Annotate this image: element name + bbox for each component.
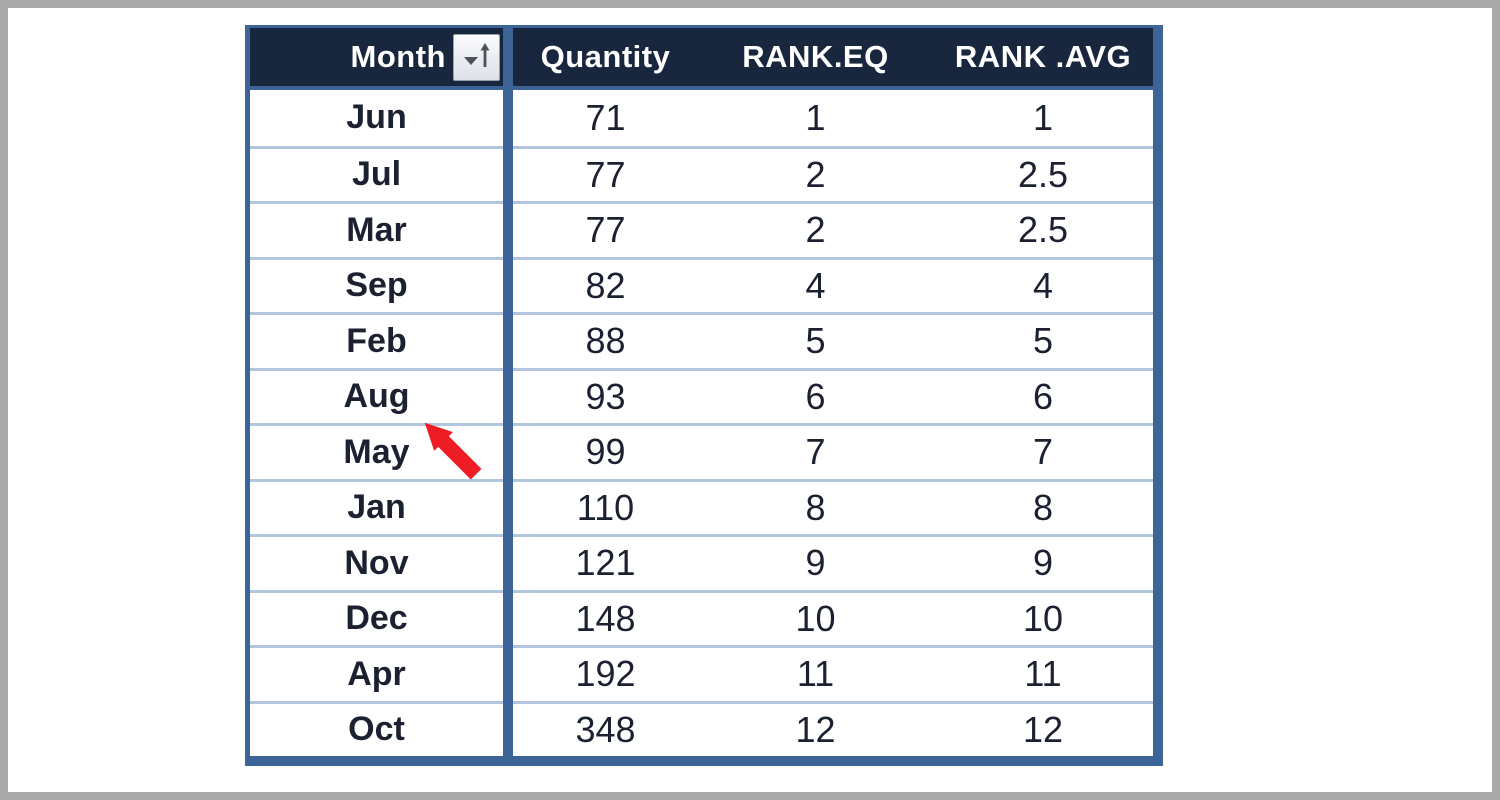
header-cell-month[interactable]: Month xyxy=(250,28,503,86)
filter-sort-button[interactable] xyxy=(453,33,500,81)
column-divider xyxy=(503,589,513,645)
rank-avg-cell[interactable]: 5 xyxy=(933,312,1153,368)
month-cell[interactable]: Jul xyxy=(250,145,503,201)
column-divider xyxy=(503,700,513,756)
rank-eq-cell[interactable]: 12 xyxy=(698,700,933,756)
red-annotation-arrow xyxy=(424,422,482,480)
rank-eq-cell[interactable]: 1 xyxy=(698,90,933,146)
month-cell[interactable]: Oct xyxy=(250,700,503,756)
rank-avg-cell[interactable]: 6 xyxy=(933,367,1153,423)
quantity-cell[interactable]: 192 xyxy=(513,645,698,701)
month-cell[interactable]: Dec xyxy=(250,589,503,645)
column-divider xyxy=(503,145,513,201)
table-row: Mar 77 2 2.5 xyxy=(250,201,1153,257)
rank-eq-cell[interactable]: 11 xyxy=(698,645,933,701)
rank-avg-cell[interactable]: 4 xyxy=(933,256,1153,312)
column-divider xyxy=(503,256,513,312)
rank-avg-cell[interactable]: 7 xyxy=(933,423,1153,479)
column-divider xyxy=(503,478,513,534)
quantity-cell[interactable]: 348 xyxy=(513,700,698,756)
ranking-table: Month Quantity RANK.EQ RANK .AVG Jun 71 … xyxy=(245,25,1163,766)
month-cell[interactable]: Feb xyxy=(250,312,503,368)
rank-avg-cell[interactable]: 12 xyxy=(933,700,1153,756)
column-divider xyxy=(503,201,513,257)
column-divider xyxy=(503,312,513,368)
table-row: Jun 71 1 1 xyxy=(250,90,1153,146)
header-column-gap xyxy=(503,28,513,86)
rank-avg-cell[interactable]: 11 xyxy=(933,645,1153,701)
quantity-cell[interactable]: 88 xyxy=(513,312,698,368)
month-cell[interactable]: Aug xyxy=(250,367,503,423)
rank-eq-cell[interactable]: 6 xyxy=(698,367,933,423)
column-divider xyxy=(503,534,513,590)
rank-eq-cell[interactable]: 7 xyxy=(698,423,933,479)
column-divider xyxy=(503,367,513,423)
table-row: Apr 192 11 11 xyxy=(250,645,1153,701)
rank-avg-cell[interactable]: 2.5 xyxy=(933,145,1153,201)
header-right-section: Quantity RANK.EQ RANK .AVG xyxy=(513,28,1153,86)
rank-eq-cell[interactable]: 2 xyxy=(698,145,933,201)
rank-avg-cell[interactable]: 8 xyxy=(933,478,1153,534)
column-divider xyxy=(503,90,513,146)
quantity-cell[interactable]: 121 xyxy=(513,534,698,590)
month-column-header-label: Month xyxy=(350,39,446,74)
table-body: Jun 71 1 1 Jul 77 2 2.5 Mar 77 2 2.5 Sep… xyxy=(250,90,1153,756)
table-row: Dec 148 10 10 xyxy=(250,589,1153,645)
table-row: Aug 93 6 6 xyxy=(250,367,1153,423)
table-row: Jul 77 2 2.5 xyxy=(250,145,1153,201)
table-row: May 99 7 7 xyxy=(250,423,1153,479)
rank-avg-cell[interactable]: 2.5 xyxy=(933,201,1153,257)
quantity-cell[interactable]: 110 xyxy=(513,478,698,534)
month-cell[interactable]: Apr xyxy=(250,645,503,701)
rank-avg-cell[interactable]: 10 xyxy=(933,589,1153,645)
rank-eq-cell[interactable]: 9 xyxy=(698,534,933,590)
header-cell-rank-avg[interactable]: RANK .AVG xyxy=(954,39,1132,74)
rank-avg-cell[interactable]: 9 xyxy=(933,534,1153,590)
quantity-cell[interactable]: 93 xyxy=(513,367,698,423)
table-row: Nov 121 9 9 xyxy=(250,534,1153,590)
column-divider xyxy=(503,423,513,479)
rank-eq-cell[interactable]: 4 xyxy=(698,256,933,312)
header-underline xyxy=(250,86,1153,90)
month-cell[interactable]: Nov xyxy=(250,534,503,590)
quantity-cell[interactable]: 148 xyxy=(513,589,698,645)
rank-eq-cell[interactable]: 8 xyxy=(698,478,933,534)
table-header-row: Month Quantity RANK.EQ RANK .AVG xyxy=(250,28,1153,86)
rank-eq-cell[interactable]: 2 xyxy=(698,201,933,257)
rank-eq-cell[interactable]: 5 xyxy=(698,312,933,368)
table-row: Oct 348 12 12 xyxy=(250,700,1153,756)
header-cell-quantity[interactable]: Quantity xyxy=(540,39,671,74)
quantity-cell[interactable]: 71 xyxy=(513,90,698,146)
filter-sort-ascending-icon xyxy=(463,43,489,67)
quantity-cell[interactable]: 82 xyxy=(513,256,698,312)
table-row: Feb 88 5 5 xyxy=(250,312,1153,368)
quantity-cell[interactable]: 99 xyxy=(513,423,698,479)
column-divider xyxy=(503,645,513,701)
table-row: Jan 110 8 8 xyxy=(250,478,1153,534)
quantity-cell[interactable]: 77 xyxy=(513,201,698,257)
rank-eq-cell[interactable]: 10 xyxy=(698,589,933,645)
month-cell[interactable]: Jan xyxy=(250,478,503,534)
quantity-cell[interactable]: 77 xyxy=(513,145,698,201)
rank-avg-cell[interactable]: 1 xyxy=(933,90,1153,146)
month-cell[interactable]: Mar xyxy=(250,201,503,257)
month-cell[interactable]: Jun xyxy=(250,90,503,146)
header-cell-rank-eq[interactable]: RANK.EQ xyxy=(742,39,889,74)
month-cell[interactable]: Sep xyxy=(250,256,503,312)
table-row: Sep 82 4 4 xyxy=(250,256,1153,312)
